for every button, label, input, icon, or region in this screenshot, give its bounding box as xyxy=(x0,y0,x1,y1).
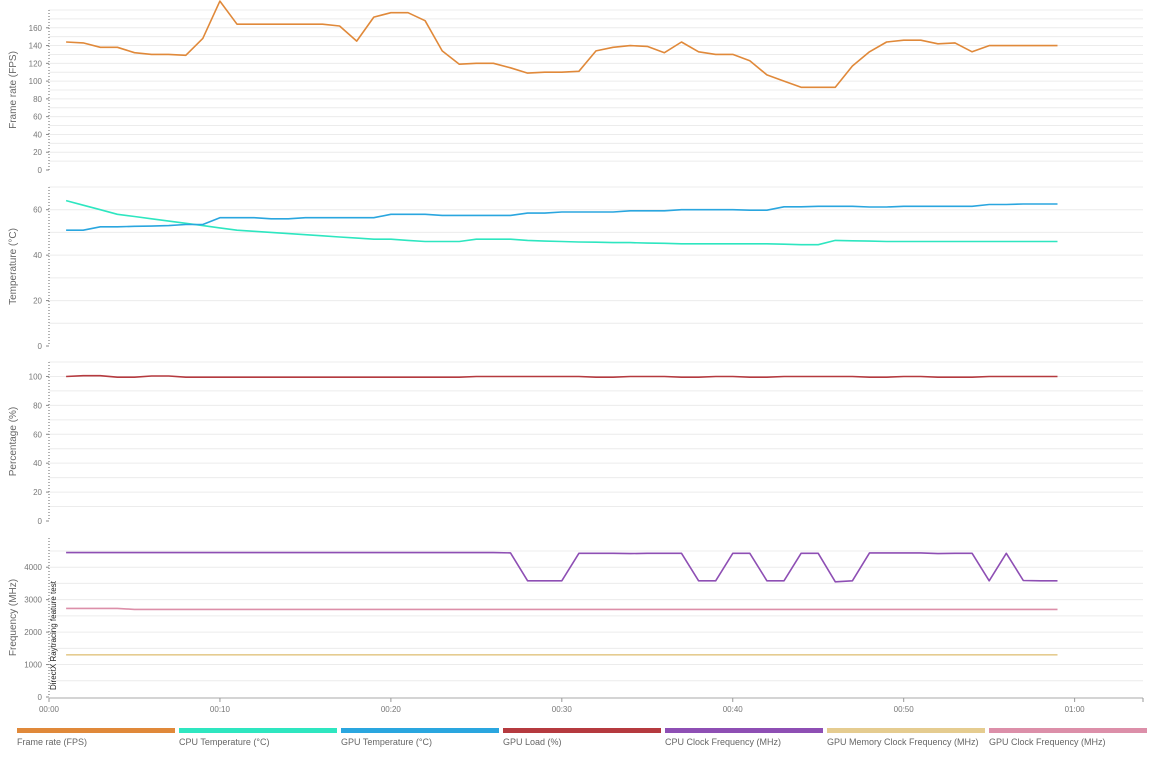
series-line-gpu-temperature-c xyxy=(66,203,1058,231)
y-tick-label: 120 xyxy=(29,59,43,68)
y-tick-label: 60 xyxy=(33,430,42,439)
y-tick-label: 60 xyxy=(33,206,42,215)
series-line-frame-rate-fps xyxy=(66,0,1058,89)
legend-item[interactable]: Frame rate (FPS) xyxy=(17,726,175,756)
y-tick-label: 80 xyxy=(33,401,42,410)
series-line-cpu-clock-frequency-mhz xyxy=(66,551,1058,583)
y-tick-label: 20 xyxy=(33,488,42,497)
x-tick-label: 00:40 xyxy=(723,705,744,714)
series-line-cpu-temperature-c xyxy=(65,199,1058,246)
x-tick-label: 00:00 xyxy=(39,705,60,714)
marker-label: DirectX Raytracing feature test xyxy=(49,580,58,690)
y-axis-label: Frame rate (FPS) xyxy=(8,51,19,129)
y-tick-label: 4000 xyxy=(24,563,42,572)
y-tick-label: 3000 xyxy=(24,596,42,605)
y-tick-label: 160 xyxy=(29,24,43,33)
y-tick-label: 2000 xyxy=(24,628,42,637)
legend-label: Frame rate (FPS) xyxy=(17,737,88,747)
y-tick-label: 60 xyxy=(33,113,42,122)
legend-label: CPU Clock Frequency (MHz) xyxy=(665,737,782,747)
y-axis-label: Frequency (MHz) xyxy=(8,579,19,656)
x-tick-label: 00:30 xyxy=(552,705,573,714)
legend-swatch xyxy=(989,728,1147,733)
y-tick-label: 40 xyxy=(33,130,42,139)
y-tick-label: 100 xyxy=(29,372,43,381)
y-tick-label: 0 xyxy=(38,166,43,175)
legend-swatch xyxy=(827,728,985,733)
legend-swatch xyxy=(179,728,337,733)
legend-label: CPU Temperature (°C) xyxy=(179,737,270,747)
y-tick-label: 40 xyxy=(33,459,42,468)
x-tick-label: 00:10 xyxy=(210,705,231,714)
chart: 0 20 40 60 80 100 120 140 160 Frame rate (FPS) 0 20… xyxy=(8,0,1144,714)
legend-item[interactable]: GPU Memory Clock Frequency (MHz) xyxy=(827,726,985,756)
y-tick-label: 0 xyxy=(38,342,43,351)
y-tick-label: 20 xyxy=(33,297,42,306)
legend-item[interactable]: GPU Temperature (°C) xyxy=(341,726,499,756)
legend-item[interactable]: GPU Clock Frequency (MHz) xyxy=(989,726,1147,756)
series-line-gpu-load xyxy=(66,374,1058,379)
legend: Frame rate (FPS) CPU Temperature (°C) GPU … xyxy=(0,726,1170,759)
y-axis-label: Percentage (%) xyxy=(8,407,19,476)
y-tick-label: 20 xyxy=(33,148,42,157)
x-tick-label: 00:20 xyxy=(381,705,402,714)
legend-swatch xyxy=(665,728,823,733)
x-tick-label: 01:00 xyxy=(1065,705,1086,714)
legend-swatch xyxy=(341,728,499,733)
legend-swatch xyxy=(503,728,661,733)
legend-swatch xyxy=(17,728,175,733)
y-tick-label: 100 xyxy=(29,77,43,86)
y-tick-label: 0 xyxy=(38,517,43,526)
y-tick-label: 40 xyxy=(33,251,42,260)
y-tick-label: 1000 xyxy=(24,661,42,670)
legend-item[interactable]: GPU Load (%) xyxy=(503,726,661,756)
legend-label: GPU Clock Frequency (MHz) xyxy=(989,737,1106,747)
y-axis-label: Temperature (°C) xyxy=(8,228,19,305)
legend-item[interactable]: CPU Temperature (°C) xyxy=(179,726,337,756)
y-tick-label: 140 xyxy=(29,42,43,51)
legend-label: GPU Temperature (°C) xyxy=(341,737,432,747)
legend-item[interactable]: CPU Clock Frequency (MHz) xyxy=(665,726,823,756)
y-tick-label: 80 xyxy=(33,95,42,104)
legend-label: GPU Load (%) xyxy=(503,737,562,747)
legend-label: GPU Memory Clock Frequency (MHz) xyxy=(827,737,979,747)
x-tick-label: 00:50 xyxy=(894,705,915,714)
y-tick-label: 0 xyxy=(38,693,43,702)
series-line-gpu-clock-frequency-mhz xyxy=(66,607,1058,611)
